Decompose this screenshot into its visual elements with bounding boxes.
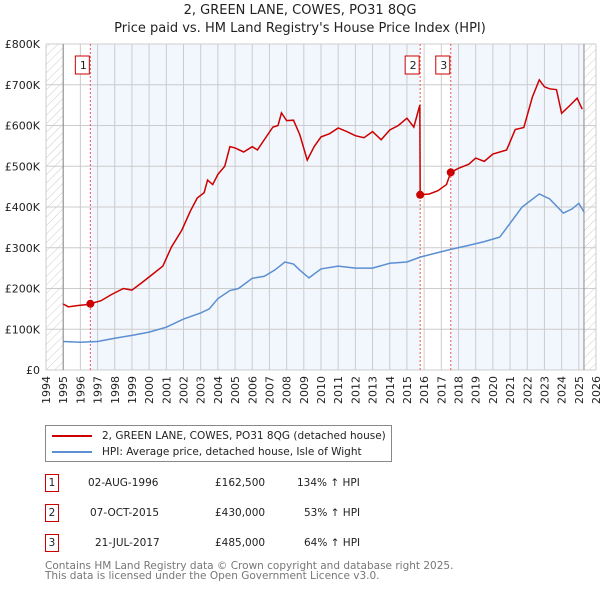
y-tick-label: £700K xyxy=(5,79,41,92)
y-tick-label: £600K xyxy=(5,120,41,133)
x-tick-label: 1998 xyxy=(109,376,122,404)
sale-marker-label: 3 xyxy=(440,59,447,72)
x-tick-label: 2023 xyxy=(538,376,551,404)
chart-title: 2, GREEN LANE, COWES, PO31 8QG xyxy=(183,3,417,18)
x-tick-label: 2019 xyxy=(470,376,483,404)
sale-hpi: 134% ↑ HPI xyxy=(297,477,360,489)
x-tick-label: 2006 xyxy=(246,376,259,404)
x-tick-label: 2001 xyxy=(160,376,173,404)
sale-date: 21-JUL-2017 xyxy=(95,537,160,549)
chart-subtitle: Price paid vs. HM Land Registry's House … xyxy=(114,21,486,36)
sale-point xyxy=(86,299,95,308)
x-tick-label: 2000 xyxy=(143,376,156,404)
sale-price: £162,500 xyxy=(215,477,266,489)
x-tick-label: 2016 xyxy=(418,376,431,404)
sale-point xyxy=(416,190,425,199)
sale-date: 07-OCT-2015 xyxy=(90,507,159,519)
x-tick-label: 1997 xyxy=(92,376,105,404)
y-tick-label: £500K xyxy=(5,160,41,173)
x-tick-label: 2020 xyxy=(487,376,500,404)
price-chart: 1994 1995 1996 1997 1998 1999 2000 2001 2002 2003… xyxy=(5,38,600,404)
sale-marker-label: 2 xyxy=(410,59,417,72)
legend-item-property: 2, GREEN LANE, COWES, PO31 8QG (detached… xyxy=(52,428,386,444)
sale-hpi: 64% ↑ HPI xyxy=(304,537,361,549)
y-tick-label: £100K xyxy=(5,323,41,336)
sale-price: £485,000 xyxy=(215,537,266,549)
x-tick-label: 2018 xyxy=(453,376,466,404)
footer-licence: This data is licensed under the Open Gov… xyxy=(45,570,380,582)
footer-copyright: Contains HM Land Registry data © Crown c… xyxy=(45,560,454,572)
x-tick-label: 2022 xyxy=(521,376,534,404)
y-tick-label: £300K xyxy=(5,242,41,255)
y-tick-label: £400K xyxy=(5,201,41,214)
x-tick-label: 1996 xyxy=(74,376,87,404)
x-tick-label: 2017 xyxy=(435,376,448,404)
sale-marker-box xyxy=(435,55,451,75)
x-tick-label: 2012 xyxy=(349,376,362,404)
x-tick-label: 2005 xyxy=(229,376,242,404)
sale-number: 2 xyxy=(45,504,59,522)
x-tick-label: 2011 xyxy=(332,376,345,404)
x-tick-label: 2002 xyxy=(178,376,191,404)
x-tick-label: 1994 xyxy=(40,376,53,404)
legend-swatch-blue xyxy=(52,451,92,453)
sale-number: 3 xyxy=(45,534,59,552)
legend: 2, GREEN LANE, COWES, PO31 8QG (detached… xyxy=(45,425,392,462)
legend-item-hpi: HPI: Average price, detached house, Isle… xyxy=(52,444,362,460)
sale-date: 02-AUG-1996 xyxy=(88,477,159,489)
x-tick-label: 2004 xyxy=(212,376,225,404)
y-tick-label: £0 xyxy=(26,364,40,377)
x-tick-label: 2024 xyxy=(556,376,569,404)
sale-marker-label: 1 xyxy=(80,59,87,72)
x-tick-label: 2007 xyxy=(263,376,276,404)
x-tick-label: 2008 xyxy=(281,376,294,404)
sale-price: £430,000 xyxy=(215,507,266,519)
x-tick-label: 2015 xyxy=(401,376,414,404)
series-line xyxy=(63,193,585,344)
legend-label: 2, GREEN LANE, COWES, PO31 8QG (detached… xyxy=(102,430,386,442)
series-line xyxy=(62,78,583,308)
sale-marker-box xyxy=(74,55,90,75)
y-tick-label: £800K xyxy=(5,38,41,51)
x-tick-label: 1999 xyxy=(126,376,139,404)
sale-marker-box xyxy=(404,55,420,75)
legend-swatch-red xyxy=(52,435,92,437)
x-tick-label: 2003 xyxy=(195,376,208,404)
x-tick-label: 2009 xyxy=(298,376,311,404)
sale-number: 1 xyxy=(45,474,59,492)
legend-label: HPI: Average price, detached house, Isle… xyxy=(102,446,362,458)
x-tick-label: 2025 xyxy=(573,376,586,404)
x-tick-label: 2014 xyxy=(384,376,397,404)
x-tick-label: 1995 xyxy=(57,376,70,404)
x-tick-label: 2026 xyxy=(590,376,600,404)
sale-hpi: 53% ↑ HPI xyxy=(304,507,361,519)
sale-point xyxy=(446,168,455,177)
y-tick-label: £200K xyxy=(5,283,41,296)
x-tick-label: 2021 xyxy=(504,376,517,404)
x-tick-label: 2013 xyxy=(367,376,380,404)
x-tick-label: 2010 xyxy=(315,376,328,404)
